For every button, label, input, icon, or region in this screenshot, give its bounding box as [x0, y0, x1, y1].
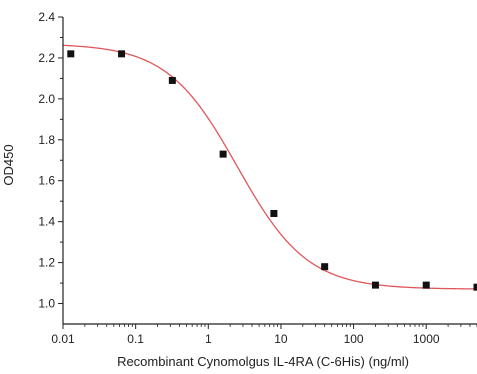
data-point [67, 50, 75, 58]
y-tick-label: 1.6 [38, 174, 55, 188]
x-tick-label: 1 [205, 332, 212, 346]
y-tick-label: 2.4 [38, 10, 55, 24]
y-tick-label: 1.0 [38, 297, 55, 311]
fit-curve [62, 44, 477, 290]
axes-frame [62, 17, 477, 325]
data-point [219, 150, 227, 158]
data-point [270, 209, 278, 217]
data-point [371, 281, 379, 289]
data-point [422, 281, 430, 289]
x-tick-label: 1000 [413, 332, 440, 346]
y-tick-label: 2.2 [38, 51, 55, 65]
x-axis-title: Recombinant Cynomolgus IL-4RA (C-6His) (… [117, 354, 409, 369]
x-tick-label: 0.1 [127, 332, 144, 346]
y-axis-title: OD450 [1, 144, 16, 185]
y-tick-label: 1.8 [38, 133, 55, 147]
fit-curve-layer [62, 44, 477, 290]
x-tick-label: 100 [344, 332, 364, 346]
data-point [473, 283, 477, 291]
data-point [321, 263, 329, 271]
y-tick-label: 2.0 [38, 92, 55, 106]
data-points-layer [67, 50, 477, 291]
data-point [118, 50, 126, 58]
data-point [168, 76, 176, 84]
x-tick-label: 10 [274, 332, 288, 346]
ticks-layer: 1.0 1.2 1.4 1.6 1.8 2.0 2.2 2.4 0.01 0.1 1 10 100 100… [38, 10, 477, 346]
y-tick-label: 1.2 [38, 256, 55, 270]
x-tick-label: 0.01 [51, 332, 75, 346]
y-tick-label: 1.4 [38, 215, 55, 229]
